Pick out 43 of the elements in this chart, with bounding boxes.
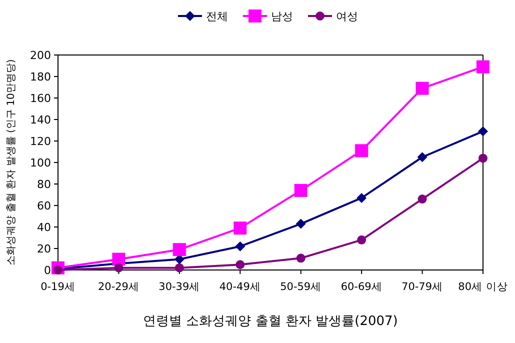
x-tick-label: 80세 이상 bbox=[458, 281, 508, 293]
point bbox=[236, 260, 245, 270]
point bbox=[357, 235, 366, 244]
x-tick-label: 0-19세 bbox=[40, 281, 76, 293]
x-tick-label: 40-49세 bbox=[219, 281, 261, 293]
point bbox=[355, 144, 368, 158]
x-tick-label: 20-29세 bbox=[98, 281, 140, 293]
y-tick-label: 0 bbox=[44, 264, 51, 277]
y-tick-label: 40 bbox=[37, 220, 51, 234]
y-tick-label: 80 bbox=[37, 178, 51, 191]
legend-label: 남성 bbox=[271, 10, 293, 23]
y-tick-label: 180 bbox=[30, 70, 51, 84]
point bbox=[234, 222, 247, 235]
point bbox=[417, 152, 428, 162]
text: 연령별 소화성궤양 출혈 환자 발생률(2007) bbox=[143, 314, 398, 329]
y-axis-title: 소화성궤양 출혈 환자 발생률 (인구 10만명당) bbox=[6, 59, 17, 266]
point bbox=[174, 263, 184, 272]
point bbox=[172, 243, 186, 256]
point bbox=[356, 192, 367, 203]
y-tick-label: 60 bbox=[37, 199, 51, 212]
x-tick-label: 60-69세 bbox=[340, 281, 382, 293]
y-tick-label: 100 bbox=[30, 156, 51, 170]
x-tick-label: 30-39세 bbox=[158, 281, 200, 293]
point bbox=[296, 254, 306, 263]
y-tick-label: 140 bbox=[30, 113, 51, 126]
point bbox=[296, 218, 306, 229]
x-tick-label: 50-59세 bbox=[280, 281, 322, 293]
point bbox=[294, 184, 308, 197]
point bbox=[478, 126, 488, 136]
point bbox=[235, 241, 246, 252]
y-tick-label: 120 bbox=[30, 134, 51, 148]
point bbox=[416, 82, 429, 95]
x-tick-label: 70-79세 bbox=[402, 281, 444, 293]
y-tick-label: 160 bbox=[30, 92, 51, 105]
y-tick-label: 200 bbox=[30, 48, 51, 62]
point bbox=[478, 154, 488, 163]
point bbox=[114, 263, 124, 272]
point bbox=[112, 252, 126, 266]
point bbox=[418, 194, 427, 204]
legend-label: 여성 bbox=[336, 10, 358, 23]
y-tick-label: 20 bbox=[37, 242, 51, 256]
point bbox=[476, 60, 490, 74]
legend-label: 전체 bbox=[206, 10, 228, 23]
